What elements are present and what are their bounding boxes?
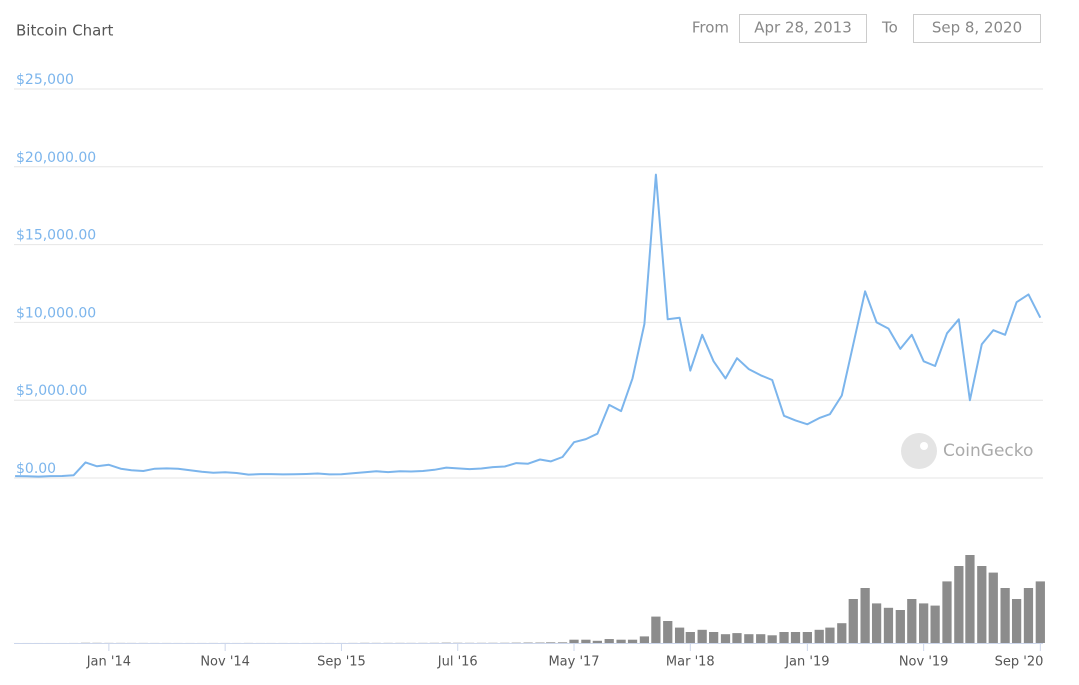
x-tick-label: Sep '15: [317, 655, 366, 670]
from-label: From: [692, 19, 729, 37]
volume-bar: [744, 634, 754, 643]
volume-bar: [848, 599, 858, 643]
volume-bar: [930, 605, 940, 643]
volume-bar: [685, 632, 695, 643]
y-tick-label: $5,000.00: [16, 383, 87, 399]
volume-bar: [709, 632, 719, 643]
volume-bar: [720, 634, 731, 643]
x-tick-label: Nov '19: [899, 655, 949, 670]
volume-bar: [767, 635, 777, 643]
x-tick-label: Jul '16: [437, 655, 478, 670]
volume-bar: [1011, 599, 1022, 643]
volume-bar: [732, 633, 742, 643]
volume-bar: [616, 639, 626, 643]
volume-bar: [942, 581, 952, 643]
to-date[interactable]: Sep 8, 2020: [932, 19, 1022, 37]
volume-bar: [802, 632, 812, 643]
volume-bar: [697, 629, 707, 643]
watermark: CoinGecko: [943, 441, 1033, 461]
y-tick-label: $25,000: [16, 72, 74, 88]
volume-bar: [592, 640, 602, 643]
y-tick-label: $15,000.00: [16, 228, 96, 244]
y-tick-label: $20,000.00: [16, 150, 96, 166]
volume-bar: [779, 632, 789, 643]
from-date[interactable]: Apr 28, 2013: [754, 19, 852, 37]
x-tick-label: Jan '14: [86, 655, 131, 670]
watermark-logo: [901, 433, 937, 469]
volume-bar: [546, 642, 556, 643]
price-line: [15, 173, 1042, 478]
volume-bar: [581, 639, 591, 643]
volume-bar: [639, 636, 650, 643]
volume-bar: [871, 603, 882, 643]
volume-bar: [790, 632, 801, 643]
volume-bar: [895, 610, 905, 643]
volume-bar: [569, 639, 579, 643]
x-tick-label: Jan '19: [784, 655, 829, 670]
x-tick-label: Sep '20: [995, 655, 1044, 670]
volume-bar: [604, 639, 614, 643]
volume-bar: [627, 639, 638, 643]
volume-bar: [988, 572, 998, 643]
chart-title: Bitcoin Chart: [16, 22, 114, 40]
from-input[interactable]: [739, 14, 867, 43]
volume-bar: [954, 566, 964, 643]
volume-bar: [883, 607, 894, 643]
volume-bar: [1000, 588, 1010, 643]
volume-bar: [651, 616, 661, 643]
volume-bar: [557, 642, 568, 643]
y-tick-label: $0.00: [16, 461, 56, 477]
volume-bar: [860, 588, 870, 643]
volume-bar: [1035, 581, 1045, 643]
volume-bar: [814, 629, 824, 643]
volume-bar: [919, 603, 929, 643]
to-input[interactable]: [913, 14, 1041, 43]
volume-bar: [965, 555, 975, 643]
volume-bar: [977, 566, 987, 643]
volume-bar: [663, 621, 673, 643]
volume-bar: [674, 627, 685, 643]
x-tick-label: Nov '14: [200, 655, 250, 670]
volume-bar: [907, 599, 917, 643]
volume-bar: [837, 623, 847, 643]
y-tick-label: $10,000.00: [16, 305, 96, 321]
volume-bar: [756, 634, 766, 643]
volume-bar: [825, 627, 835, 643]
to-label: To: [881, 19, 898, 37]
volume-bar: [1023, 588, 1034, 643]
x-tick-label: Mar '18: [666, 655, 715, 670]
x-tick-label: May '17: [548, 655, 599, 670]
